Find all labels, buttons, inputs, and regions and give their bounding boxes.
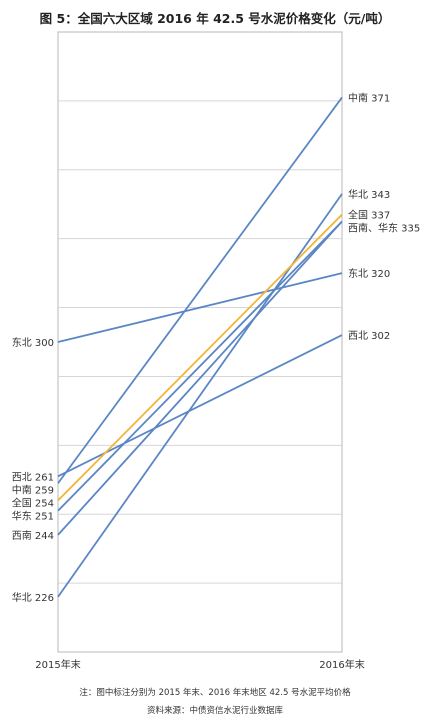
right-value-label: 西南、华东 335	[348, 222, 420, 235]
left-value-label: 西南 244	[12, 529, 54, 542]
right-value-label: 华北 343	[348, 188, 390, 201]
left-value-label: 华东 251	[12, 509, 54, 522]
left-value-label: 华北 226	[12, 591, 54, 604]
chart-title: 图 5：全国六大区域 2016 年 42.5 号水泥价格变化（元/吨）	[39, 11, 391, 26]
right-value-label: 中南 371	[348, 91, 390, 104]
series-line-华东	[57, 220, 343, 512]
x-tick-label: 2016年末	[319, 658, 364, 671]
x-tick-label: 2015年末	[35, 658, 80, 671]
series-line-全国	[57, 213, 343, 502]
left-value-label: 中南 259	[12, 483, 54, 496]
left-value-label: 东北 300	[12, 336, 54, 349]
right-value-label: 全国 337	[348, 209, 390, 222]
left-value-label: 西北 261	[12, 471, 54, 483]
right-value-label: 东北 320	[348, 267, 390, 280]
left-value-label: 全国 254	[12, 496, 54, 509]
chart-note: 注：图中标注分别为 2015 年末、2016 年末地区 42.5 号水泥平均价格	[79, 688, 351, 698]
series-line-华北	[57, 193, 343, 598]
right-value-label: 西北 302	[348, 330, 390, 342]
series-line-中南	[57, 96, 343, 484]
series-line-西南	[57, 220, 343, 536]
chart-source: 资料来源：中债资信水泥行业数据库	[146, 706, 283, 716]
plot-frame	[57, 31, 343, 653]
series-line-东北	[57, 272, 343, 343]
